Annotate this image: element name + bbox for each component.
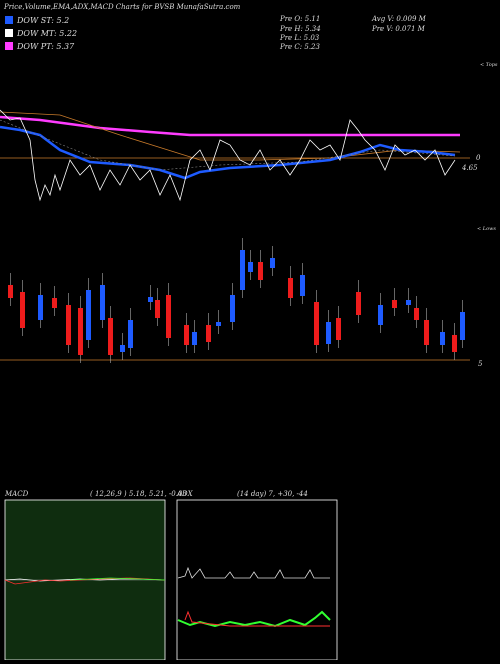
macd-params: ( 12,26,9 ) 5.18, 5.21, -0.03 xyxy=(90,490,187,498)
info-close: Pre C: 5.23 xyxy=(279,43,320,51)
adx-line xyxy=(177,566,330,579)
candle-body xyxy=(100,285,105,320)
macd-name: MACD xyxy=(4,490,29,498)
candle-body xyxy=(66,305,71,345)
candle-body xyxy=(216,322,221,326)
candle-body xyxy=(378,305,383,325)
candle-body xyxy=(120,345,125,352)
price-line-white xyxy=(0,109,456,202)
legend-swatch xyxy=(5,16,13,24)
candle-body xyxy=(270,258,275,268)
candle-body xyxy=(300,275,305,296)
candle-body xyxy=(356,292,361,315)
candle-body xyxy=(8,285,13,298)
info-pre-volume: Pre V: 0.071 M xyxy=(371,25,426,33)
legend-swatch xyxy=(5,42,13,50)
candle-body xyxy=(240,250,245,290)
candle-body xyxy=(184,325,189,345)
candle-body xyxy=(336,318,341,340)
candle-body xyxy=(460,312,465,340)
candle-body xyxy=(288,278,293,298)
tops-label: < Tops xyxy=(480,62,498,68)
candle-body xyxy=(248,262,253,272)
candle-body xyxy=(326,322,331,344)
candle-body xyxy=(258,262,263,280)
candle-body xyxy=(155,300,160,318)
candle-body xyxy=(148,297,153,302)
candle-body xyxy=(108,318,113,355)
info-low: Pre L: 5.03 xyxy=(279,34,320,42)
info-open: Pre O: 5.11 xyxy=(279,15,320,23)
candle-body xyxy=(440,332,445,345)
candle-body xyxy=(192,332,197,345)
candle-body xyxy=(86,290,91,340)
candle-body xyxy=(206,325,211,342)
macd-hist xyxy=(69,577,166,581)
base-label: 5 xyxy=(478,360,483,368)
candle-body xyxy=(38,295,43,320)
candles xyxy=(8,238,465,363)
dow-st-line xyxy=(0,125,456,180)
candle-body xyxy=(414,308,419,320)
legend-label: DOW MT: 5.22 xyxy=(16,29,77,38)
dow-mt-line xyxy=(0,119,456,171)
adx-params: (14 day) 7, +30, -44 xyxy=(237,490,308,498)
candle-body xyxy=(166,295,171,338)
candle-body xyxy=(20,292,25,328)
candle-body xyxy=(128,320,133,348)
candle-body xyxy=(314,302,319,345)
title: Price,Volume,EMA,ADX,MACD Charts for BVS… xyxy=(3,3,241,11)
candle-body xyxy=(230,295,235,322)
candle-body xyxy=(424,320,429,345)
legend-label: DOW ST: 5.2 xyxy=(16,16,69,25)
adx-plus xyxy=(177,610,331,628)
dow-pt-line xyxy=(0,115,460,137)
legend-label: DOW PT: 5.37 xyxy=(16,42,75,51)
zero-label: 0 xyxy=(476,154,481,162)
adx-panel xyxy=(176,499,338,661)
lows-label: < Lows xyxy=(477,226,496,232)
last-label: 4.65 xyxy=(461,164,478,172)
adx-name: ADX xyxy=(176,490,194,498)
candle-body xyxy=(52,298,57,308)
info-high: Pre H: 5.34 xyxy=(279,25,321,33)
legend-swatch xyxy=(5,29,13,37)
adx-minus xyxy=(184,610,330,627)
candle-body xyxy=(452,335,457,352)
info-avg-volume: Avg V: 0.009 M xyxy=(371,15,427,23)
candle-body xyxy=(392,300,397,308)
ema-line xyxy=(0,111,461,161)
candle-body xyxy=(406,300,411,305)
candle-body xyxy=(78,308,83,355)
